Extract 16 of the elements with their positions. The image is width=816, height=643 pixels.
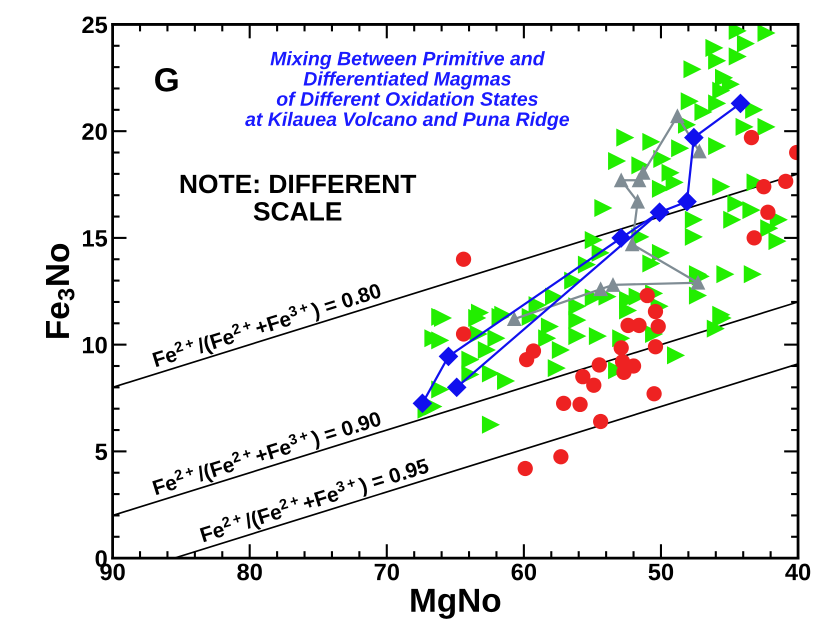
annotation: G xyxy=(155,68,178,92)
x-tick-label: 50 xyxy=(648,564,674,580)
y-tick-label: 10 xyxy=(82,336,107,354)
y-tick-label: 20 xyxy=(82,123,107,140)
text: Fe$^{2+}$/(Fe$^{2+}$+Fe$^{3+}$) = 0.80 xyxy=(151,280,384,372)
x-axis-title: MgNo xyxy=(411,588,500,619)
x-tick-label: 60 xyxy=(512,564,536,580)
y-tick-label: 5 xyxy=(95,444,108,460)
y-tick-label: 25 xyxy=(82,16,108,34)
annotation: Mixing Between Primitive and Differentiated Magmas of Different Oxidation States at Kilauea Volcano and Puna Ridge xyxy=(245,51,570,130)
annotation: NOTE: DIFFERENT SCALE xyxy=(180,174,416,221)
x-tick-label: 70 xyxy=(374,564,399,580)
y-axis-title: Fe$_{3}$No xyxy=(46,244,74,338)
x-tick-label: 40 xyxy=(785,564,810,580)
x-tick-label: 80 xyxy=(237,564,262,580)
y-tick-label: 15 xyxy=(82,230,108,247)
